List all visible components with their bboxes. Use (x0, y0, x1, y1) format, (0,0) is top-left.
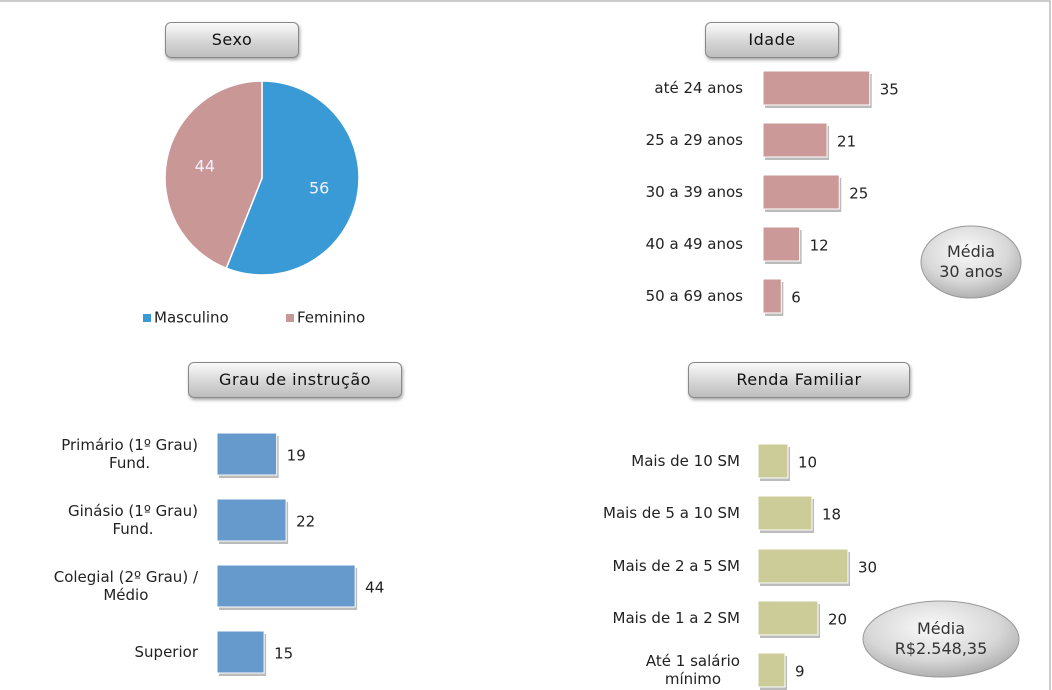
slice-label: 56 (309, 178, 329, 197)
category-label: 30 a 39 anos (645, 183, 743, 201)
category-label: Colegial (2º Grau) / Médio (53, 568, 198, 604)
category-label: Primário (1º Grau) Fund. (61, 436, 198, 472)
bar (762, 226, 801, 262)
bar (216, 630, 265, 674)
category-label: 40 a 49 anos (645, 235, 743, 253)
category-label: Mais de 5 a 10 SM (603, 504, 740, 522)
value-label: 19 (287, 447, 306, 465)
value-label: 25 (849, 185, 868, 203)
category-label: Mais de 2 a 5 SM (612, 557, 740, 575)
bar (216, 564, 356, 608)
value-label: 18 (822, 506, 841, 524)
bar (757, 600, 819, 636)
chart-title: Grau de instrução (188, 362, 402, 398)
category-label: Até 1 salário mínimo (645, 652, 740, 688)
category-label: 25 a 29 anos (645, 131, 743, 149)
bar (757, 443, 789, 479)
bar (216, 498, 287, 542)
bar (762, 70, 871, 106)
value-label: 30 (858, 559, 877, 577)
slice-label: 44 (195, 157, 215, 176)
annotation: Média 30 anos (939, 242, 1003, 281)
chart-title: Sexo (165, 22, 299, 58)
value-label: 44 (365, 579, 384, 597)
annotation-badge (920, 225, 1022, 299)
value-label: 15 (274, 645, 293, 663)
value-label: 21 (837, 133, 856, 151)
bar (762, 122, 828, 158)
bar (216, 432, 278, 476)
category-label: Superior (134, 643, 198, 661)
bar (762, 278, 782, 314)
legend-marker (286, 314, 294, 322)
bar (757, 548, 849, 584)
value-label: 22 (296, 513, 315, 531)
legend-label: Masculino (154, 309, 229, 327)
value-label: 35 (880, 81, 899, 99)
legend-marker (143, 314, 151, 322)
category-label: Mais de 1 a 2 SM (612, 609, 740, 627)
bar (762, 174, 840, 210)
category-label: até 24 anos (654, 79, 743, 97)
value-label: 6 (791, 289, 801, 307)
value-label: 12 (810, 237, 829, 255)
legend-label: Feminino (297, 309, 365, 327)
chart-title: Renda Familiar (688, 362, 910, 398)
category-label: Ginásio (1º Grau) Fund. (68, 502, 198, 538)
pie-slice (164, 80, 263, 270)
annotation: Média R$2.548,35 (894, 619, 988, 658)
bar (757, 495, 813, 531)
value-label: 10 (798, 454, 817, 472)
category-label: 50 a 69 anos (645, 287, 743, 305)
value-label: 9 (795, 663, 805, 681)
category-label: Mais de 10 SM (631, 452, 740, 470)
annotation-badge (862, 600, 1020, 678)
bar (757, 652, 786, 688)
pie-slice (225, 80, 360, 276)
chart-title: Idade (705, 22, 839, 58)
value-label: 20 (828, 611, 847, 629)
